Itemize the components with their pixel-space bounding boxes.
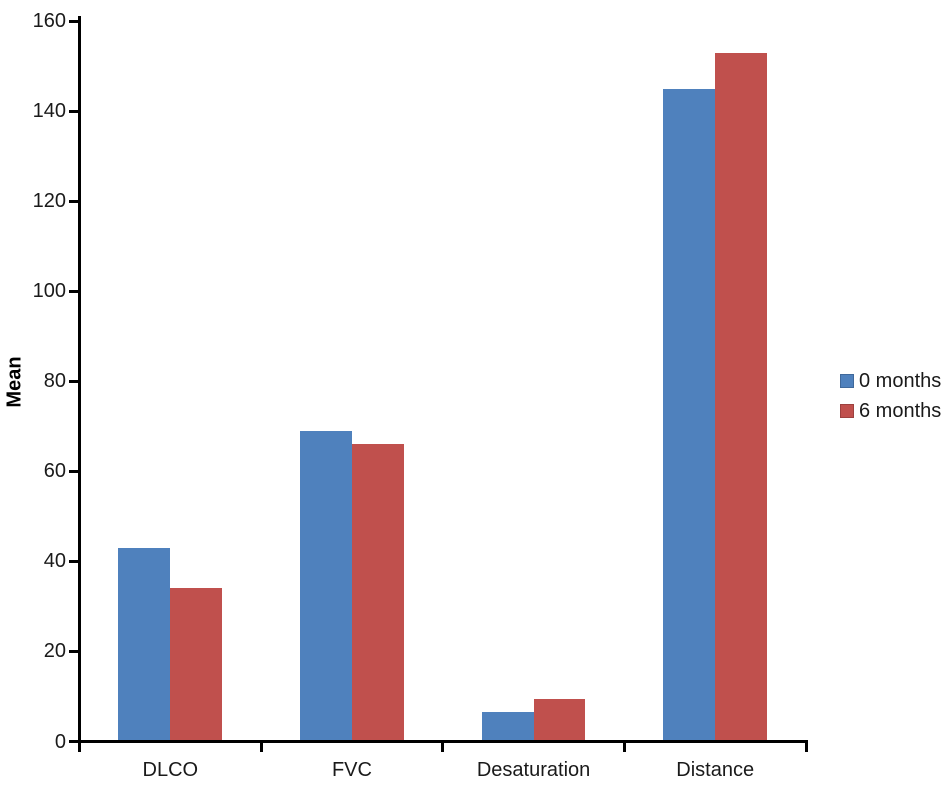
x-axis-tick: [259, 741, 263, 752]
y-tick-label: 0: [54, 730, 66, 753]
legend-item: 0 months: [840, 366, 941, 396]
y-axis-tick: [68, 19, 80, 23]
bar-0-months-FVC: [300, 430, 352, 742]
x-axis-tick: [441, 741, 445, 752]
legend-swatch-icon: [840, 374, 854, 388]
y-axis-tick: [68, 109, 80, 113]
legend-label: 0 months: [859, 369, 942, 392]
category-label: DLCO: [142, 759, 199, 781]
y-axis-tick: [68, 469, 80, 473]
y-tick-label: 140: [32, 100, 66, 123]
legend-item: 6 months: [840, 396, 941, 426]
category-label: FVC: [331, 759, 372, 781]
x-axis-tick: [78, 741, 81, 752]
legend-swatch-icon: [840, 404, 854, 418]
y-tick-label: 20: [43, 640, 66, 663]
y-axis-tick: [68, 740, 80, 743]
y-axis-tick: [68, 379, 80, 383]
bar-0-months-Desaturation: [481, 712, 534, 742]
y-tick-label: 80: [43, 370, 66, 393]
bar-6-months-FVC: [351, 444, 404, 742]
legend: 0 months 6 months: [840, 366, 941, 426]
y-axis-tick: [68, 559, 80, 563]
bar-0-months-Distance: [663, 88, 716, 742]
y-axis-line: [78, 16, 81, 743]
y-axis-tick: [68, 289, 80, 293]
x-axis-tick: [622, 741, 626, 752]
legend-label: 6 months: [859, 399, 942, 422]
x-axis-line: [78, 740, 808, 743]
bar-0-months-DLCO: [118, 547, 171, 742]
bar-6-months-Distance: [715, 52, 768, 742]
category-label: Desaturation: [476, 759, 591, 781]
x-axis-tick: [804, 741, 808, 752]
bar-6-months-Desaturation: [533, 698, 586, 742]
category-label: Distance: [676, 759, 755, 781]
y-tick-label: 100: [32, 280, 66, 303]
y-tick-label: 60: [43, 460, 66, 483]
y-axis-tick: [68, 199, 80, 203]
bar-6-months-DLCO: [170, 588, 223, 742]
y-tick-label: 40: [43, 550, 66, 573]
y-tick-label: 120: [32, 190, 66, 213]
y-tick-label: 160: [32, 10, 66, 32]
y-axis-tick: [68, 649, 80, 653]
